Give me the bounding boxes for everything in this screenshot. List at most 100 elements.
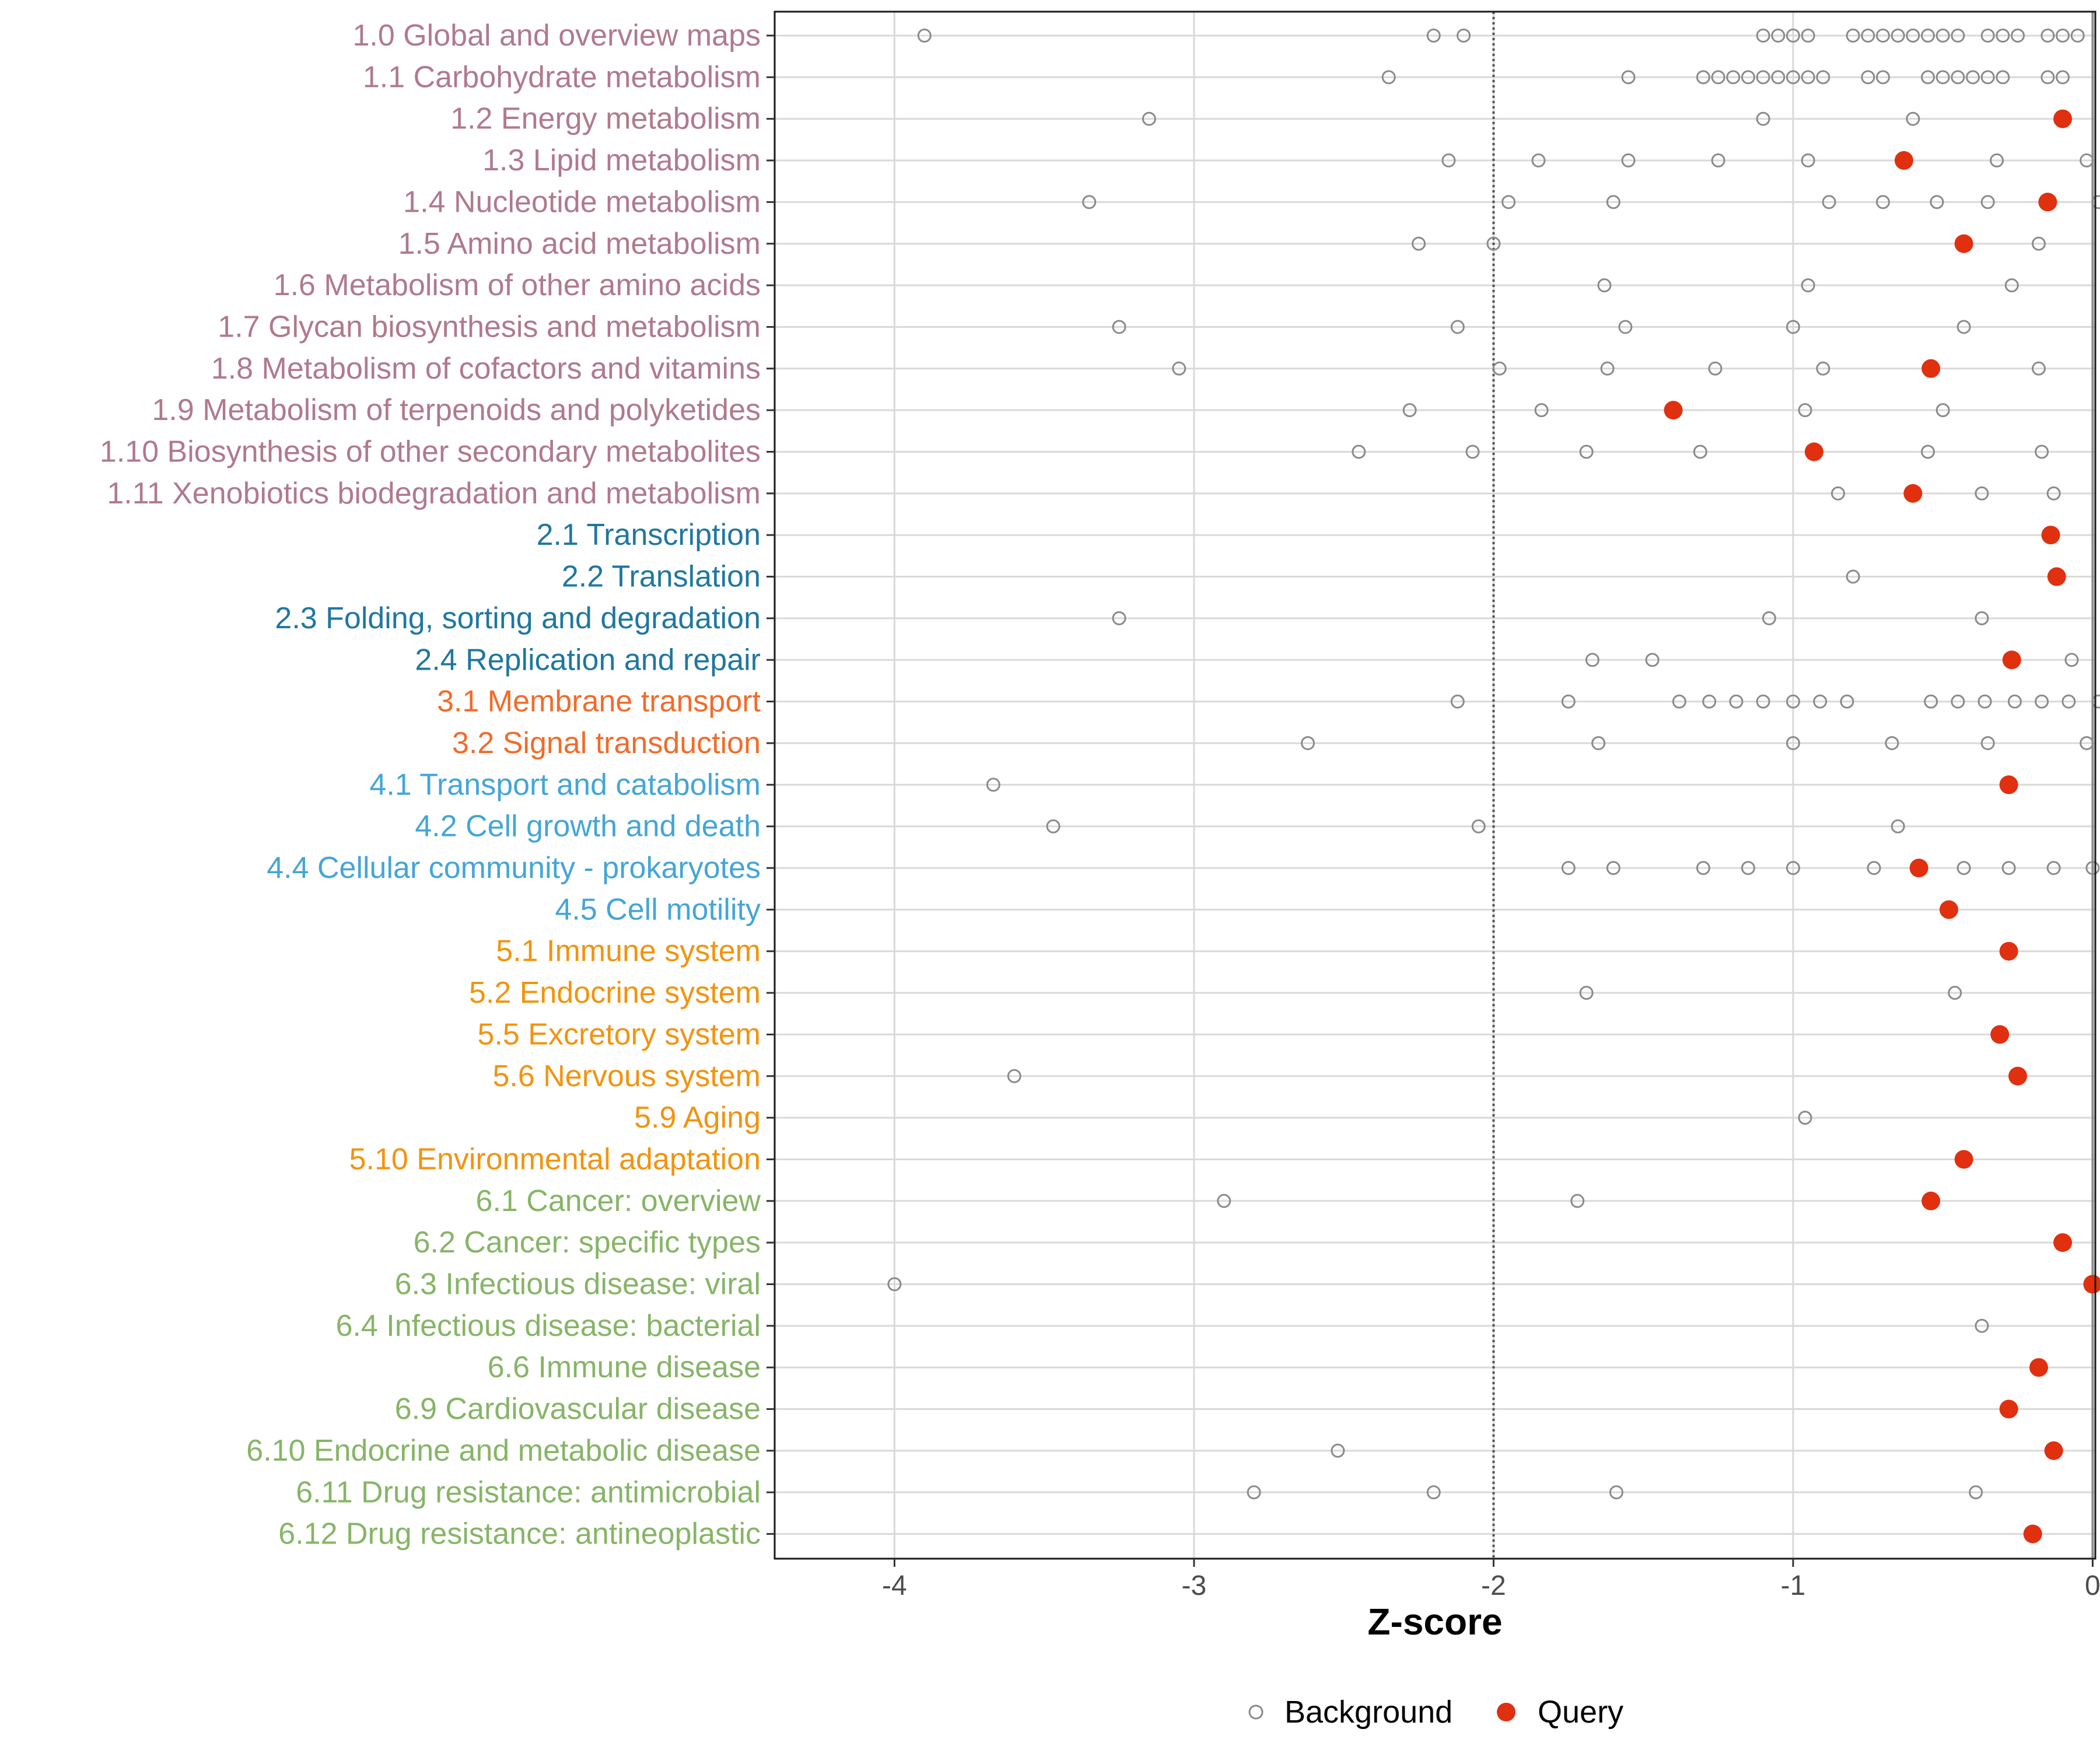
background-point — [1948, 986, 1962, 1000]
background-point — [1978, 694, 1992, 709]
background-point — [1930, 195, 1944, 209]
background-point — [2091, 195, 2100, 209]
background-point — [2046, 486, 2061, 501]
background-point — [1831, 486, 1845, 501]
background-point — [1786, 29, 1800, 43]
background-point — [1920, 70, 1935, 85]
query-point — [1990, 1025, 2010, 1044]
background-point — [1936, 70, 1950, 85]
background-point — [1591, 736, 1606, 750]
query-point — [2047, 567, 2066, 586]
background-point — [1726, 70, 1741, 85]
background-point — [1621, 70, 1636, 85]
background-point — [2064, 653, 2079, 667]
background-point — [1920, 29, 1935, 43]
background-point — [1801, 278, 1815, 293]
category-label: 6.2 Cancer: specific types — [414, 1226, 761, 1259]
legend-background-marker — [1248, 1704, 1264, 1720]
category-label: 5.2 Endocrine system — [469, 976, 761, 1010]
background-point — [1875, 195, 1890, 209]
background-point — [1975, 611, 1989, 625]
query-point — [2038, 192, 2057, 212]
query-point — [1664, 401, 1683, 420]
category-label: 1.11 Xenobiotics biodegradation and meta… — [107, 477, 761, 510]
x-tick-label: 0 — [2085, 1570, 2100, 1601]
background-point — [2046, 861, 2061, 875]
background-point — [1426, 1485, 1441, 1500]
category-label: 6.12 Drug resistance: antineoplastic — [278, 1517, 761, 1551]
background-point — [1798, 403, 1812, 418]
legend: Background Query — [1248, 1695, 1623, 1730]
y-axis: 1.0 Global and overview maps 1.1 Carbohyd… — [100, 19, 775, 1551]
query-point — [1954, 1150, 1973, 1169]
category-label: 6.3 Infectious disease: viral — [395, 1268, 761, 1301]
background-point — [1867, 861, 1881, 875]
query-point — [1999, 775, 2018, 794]
query-point — [2053, 1233, 2073, 1252]
background-point — [1980, 29, 1995, 43]
background-point — [1693, 444, 1707, 459]
background-point — [1875, 70, 1890, 85]
background-point — [1381, 70, 1396, 85]
background-point — [1471, 819, 1486, 834]
reference-lines — [1492, 12, 2094, 1559]
background-point — [1531, 153, 1546, 168]
background-point — [1426, 29, 1441, 43]
background-point — [1924, 694, 1938, 709]
background-point — [2035, 444, 2049, 459]
background-point — [1980, 70, 1995, 85]
background-point — [1600, 361, 1615, 376]
category-label: 5.6 Nervous system — [493, 1059, 761, 1093]
background-point — [1609, 1485, 1623, 1500]
background-point — [1771, 70, 1786, 85]
background-point — [1920, 444, 1935, 459]
background-point — [2091, 694, 2100, 709]
background-point — [1082, 195, 1097, 209]
category-label: 6.6 Immune disease — [488, 1350, 761, 1384]
background-point — [1046, 819, 1060, 834]
query-point — [1894, 151, 1913, 170]
background-point — [1007, 1069, 1021, 1083]
background-point — [1486, 236, 1501, 251]
category-label: 1.8 Metabolism of cofactors and vitamins — [211, 352, 761, 386]
x-tick-label: -1 — [1781, 1570, 1806, 1601]
background-point — [1906, 29, 1920, 43]
background-point — [1450, 320, 1465, 334]
category-label: 1.6 Metabolism of other amino acids — [274, 268, 761, 302]
category-label: 4.1 Transport and catabolism — [369, 768, 761, 802]
background-point — [1966, 70, 1980, 85]
background-point — [2011, 29, 2025, 43]
background-point — [1786, 736, 1800, 750]
category-label: 5.9 Aging — [634, 1101, 761, 1135]
background-point — [1502, 195, 1516, 209]
background-point — [1621, 153, 1636, 168]
query-point — [2023, 1524, 2042, 1544]
background-point — [1936, 29, 1950, 43]
background-point — [1402, 403, 1417, 418]
query-point — [1922, 1191, 1941, 1210]
background-point — [2031, 236, 2046, 251]
category-label: 1.5 Amino acid metabolism — [398, 227, 761, 261]
background-point — [1786, 320, 1800, 334]
background-point — [1217, 1194, 1231, 1208]
category-label: 1.7 Glycan biosynthesis and metabolism — [218, 310, 761, 344]
background-point — [1996, 70, 2010, 85]
background-point — [1975, 486, 1989, 501]
background-point — [1861, 29, 1875, 43]
background-point — [1771, 29, 1786, 43]
background-point — [1816, 70, 1831, 85]
query-point — [1999, 1399, 2018, 1419]
background-point — [1951, 70, 1965, 85]
background-point — [1891, 29, 1905, 43]
category-label: 1.10 Biosynthesis of other secondary met… — [100, 435, 761, 469]
category-label: 6.9 Cardiovascular disease — [395, 1392, 761, 1426]
query-point — [2008, 1066, 2028, 1086]
query-point — [1954, 234, 1973, 253]
background-point — [887, 1277, 902, 1292]
background-point — [1450, 694, 1465, 709]
query-point — [2002, 650, 2021, 670]
category-label: 4.4 Cellular community - prokaryotes — [267, 851, 761, 885]
category-label: 6.1 Cancer: overview — [476, 1184, 761, 1218]
background-point — [1672, 694, 1686, 709]
